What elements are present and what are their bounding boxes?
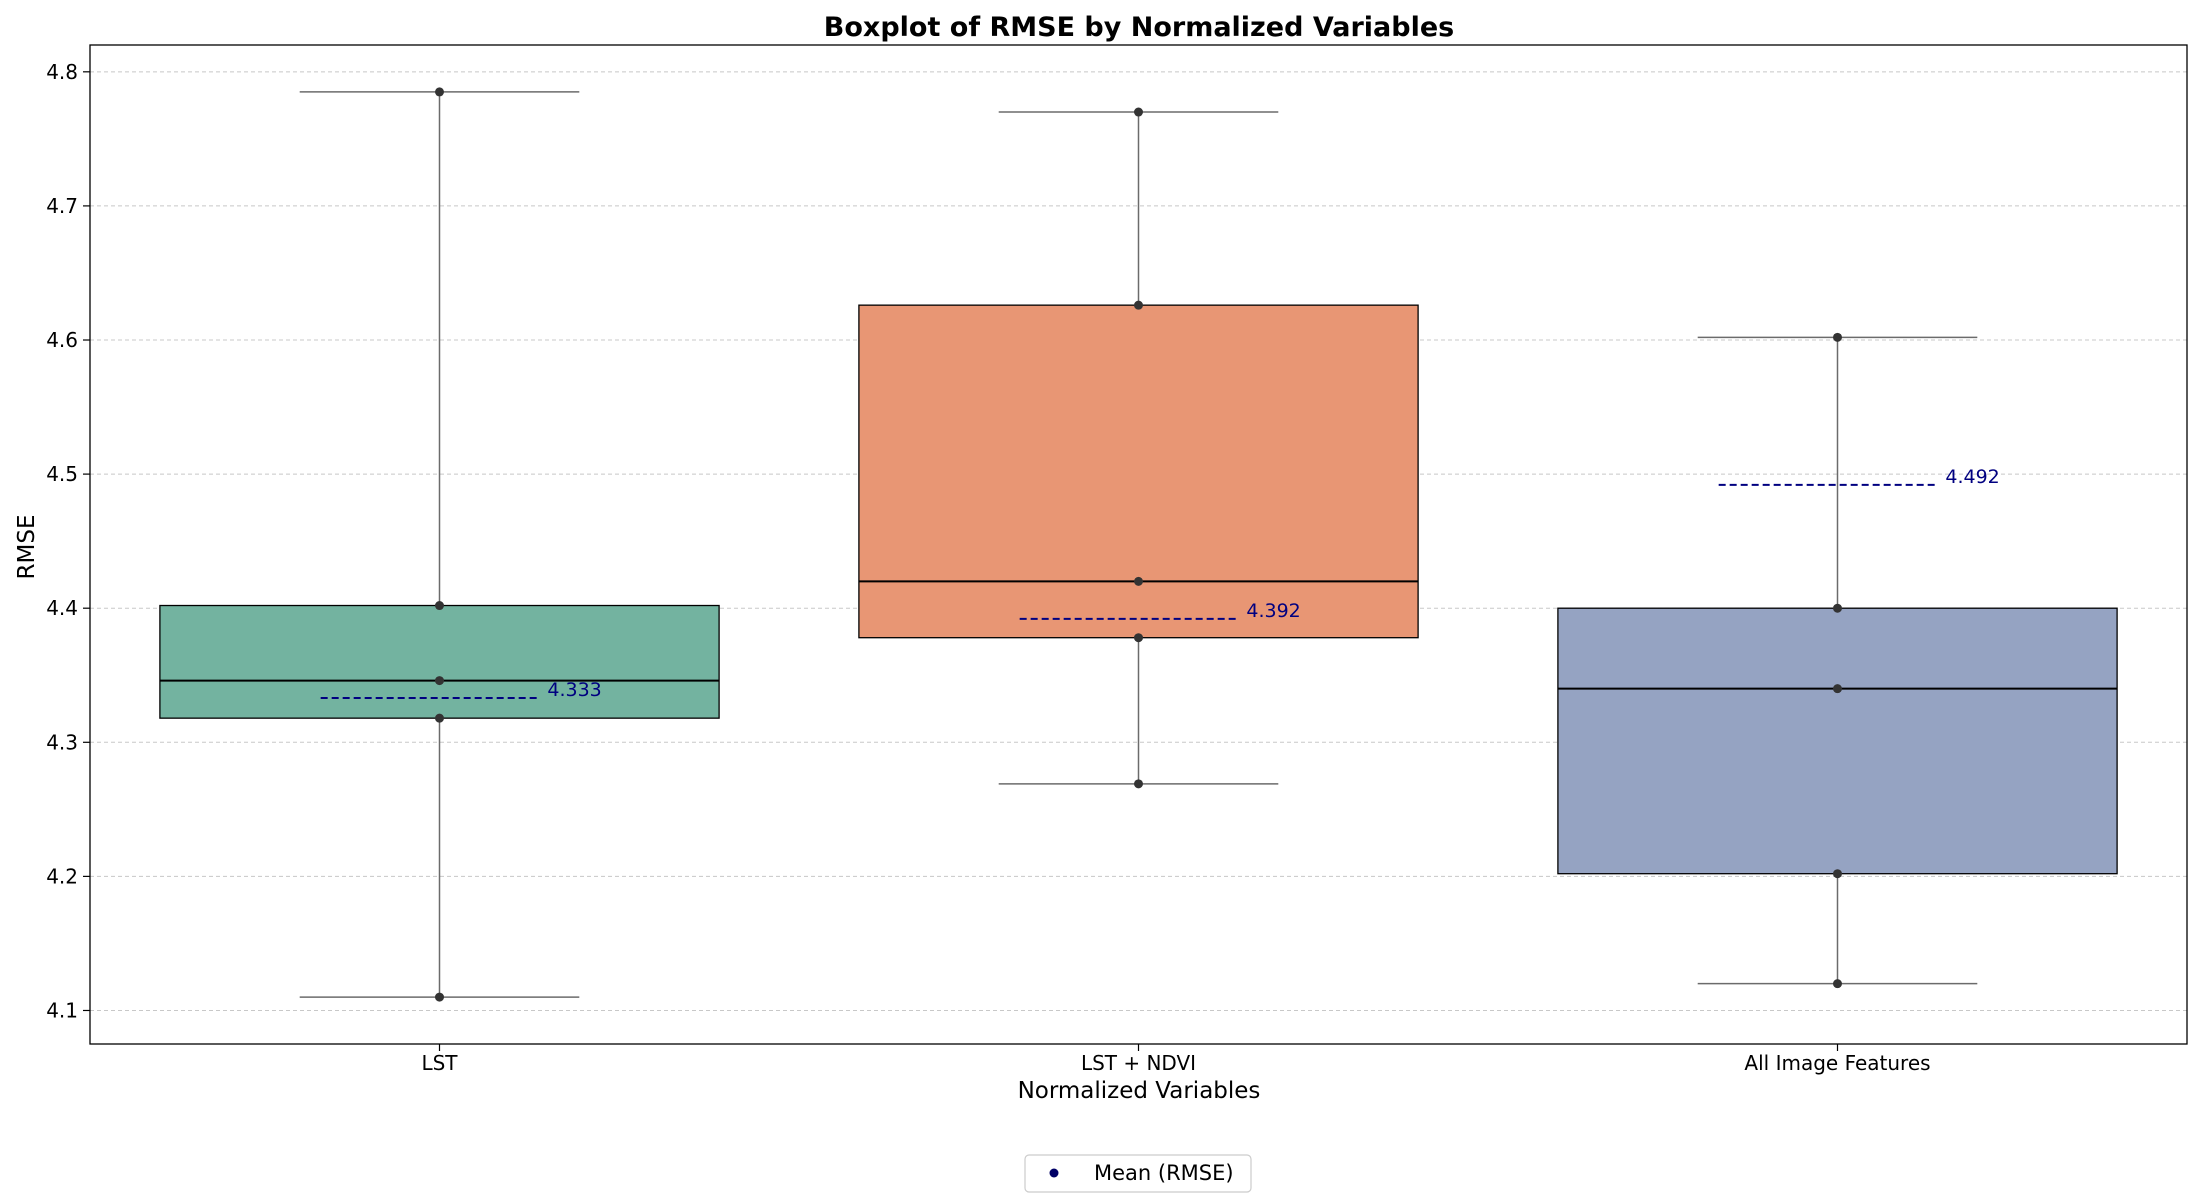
box-group: 4.333 xyxy=(159,87,720,1002)
box-group: 4.392 xyxy=(858,107,1419,789)
legend: Mean (RMSE) xyxy=(1024,1154,1252,1193)
box-group: 4.492 xyxy=(1557,332,2118,989)
data-point xyxy=(435,87,444,97)
x-axis-ticks: LST LST + NDVI All Image Features xyxy=(421,1044,1931,1075)
data-point xyxy=(435,601,444,611)
x-tick-label: LST xyxy=(421,1051,458,1075)
y-tick-label: 4.2 xyxy=(46,864,78,888)
mean-value-label: 4.492 xyxy=(1945,466,1999,488)
data-point xyxy=(1134,107,1143,117)
mean-value-label: 4.392 xyxy=(1246,600,1300,622)
data-point xyxy=(1833,684,1842,694)
x-tick-label: LST + NDVI xyxy=(1081,1051,1196,1075)
y-axis-title: RMSE xyxy=(14,515,40,580)
x-axis-title: Normalized Variables xyxy=(1018,1078,1261,1104)
y-tick-label: 4.1 xyxy=(46,998,78,1022)
data-point xyxy=(1833,979,1842,989)
y-tick-label: 4.7 xyxy=(46,194,78,218)
y-tick-label: 4.5 xyxy=(46,462,78,486)
chart-title: Boxplot of RMSE by Normalized Variables xyxy=(824,12,1454,43)
data-point xyxy=(435,676,444,686)
data-point xyxy=(1134,779,1143,789)
legend-label: Mean (RMSE) xyxy=(1094,1161,1234,1185)
data-point xyxy=(1134,576,1143,586)
x-tick-label: All Image Features xyxy=(1744,1051,1930,1075)
iqr-box xyxy=(858,304,1419,639)
iqr-box xyxy=(159,604,720,719)
legend-mean-marker xyxy=(1049,1168,1059,1178)
y-axis-ticks: 4.1 4.2 4.3 4.4 4.5 4.6 4.7 4.8 xyxy=(46,60,90,1022)
y-tick-label: 4.4 xyxy=(46,596,78,620)
data-point xyxy=(435,713,444,723)
data-point xyxy=(1134,633,1143,643)
y-tick-label: 4.8 xyxy=(46,60,78,84)
y-tick-label: 4.6 xyxy=(46,328,78,352)
iqr-box xyxy=(1557,607,2118,875)
data-point xyxy=(1833,332,1842,342)
data-point xyxy=(1833,603,1842,613)
data-point xyxy=(435,992,444,1002)
legend-box xyxy=(1024,1154,1252,1193)
y-tick-label: 4.3 xyxy=(46,730,78,754)
mean-value-label: 4.333 xyxy=(547,679,601,701)
box-group-layer: 4.333 4.392 4.492 xyxy=(159,87,2118,1002)
data-point xyxy=(1134,300,1143,310)
data-point xyxy=(1833,869,1842,879)
